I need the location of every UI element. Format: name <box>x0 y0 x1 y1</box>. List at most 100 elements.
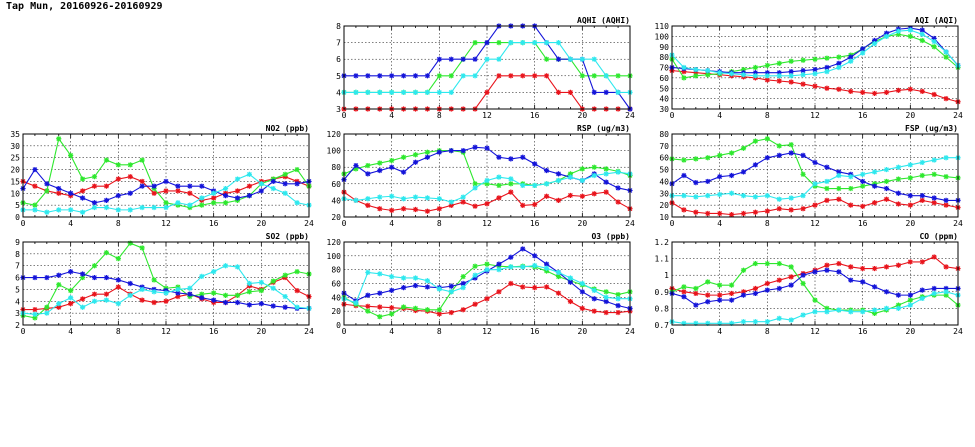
aqi-point-red <box>907 86 913 92</box>
o3-plot: 0 4 8 12 16 20 24 0 20 40 60 80 100 120 O3 (ppb) <box>327 232 635 336</box>
o3-point-blue <box>520 246 526 252</box>
o3-point-green <box>400 304 407 310</box>
aqi-point-cyan <box>931 38 937 45</box>
y-tick-label: 1.2 <box>655 238 670 247</box>
no2-point-green <box>103 157 110 163</box>
co-point-red <box>848 264 854 270</box>
no2-point-green <box>44 188 50 194</box>
x-tick-label: 12 <box>810 219 820 228</box>
y-tick-label: 6 <box>15 274 20 283</box>
rsp-point-red <box>484 201 490 207</box>
fsp-point-blue <box>919 193 925 199</box>
y-tick-label: 100 <box>655 32 670 41</box>
so2-point-cyan <box>175 286 181 293</box>
aqi-point-green <box>943 54 949 60</box>
fsp-point-red <box>800 206 806 212</box>
o3-point-cyan <box>520 264 526 270</box>
y-tick-label: 50 <box>659 166 669 175</box>
co-point-red <box>752 285 759 292</box>
rsp-point-blue <box>365 171 371 177</box>
fsp-point-cyan <box>836 172 842 179</box>
rsp-point-cyan <box>400 196 407 202</box>
x-tick-label: 16 <box>530 219 540 228</box>
co-point-cyan <box>800 312 806 318</box>
rsp-point-blue <box>532 161 538 167</box>
x-tick-label: 12 <box>482 327 492 336</box>
x-tick-label: 24 <box>625 219 635 228</box>
aqhi-point-red <box>496 73 502 79</box>
so2-point-green <box>91 263 98 269</box>
so2-point-red <box>68 301 74 307</box>
co-point-red <box>943 264 949 270</box>
no2-point-cyan <box>91 204 98 211</box>
x-tick-label: 0 <box>342 327 347 336</box>
no2-point-red <box>139 178 145 185</box>
aqi-point-cyan <box>860 50 866 56</box>
aqhi-point-cyan <box>520 40 526 46</box>
o3-point-cyan <box>377 271 383 277</box>
aqhi-point-green <box>579 73 585 79</box>
fsp-point-green <box>717 152 723 158</box>
o3-point-cyan <box>448 289 454 295</box>
co-point-red <box>788 274 794 280</box>
aqi-point-red <box>943 96 949 102</box>
co-point-cyan <box>895 305 902 311</box>
rsp-point-red <box>543 193 550 199</box>
o3-point-red <box>543 284 550 290</box>
fsp-point-blue <box>728 172 735 179</box>
aqhi-plot: 0 4 8 12 16 20 24 3 4 5 6 7 8 AQHI (AQHI) <box>336 16 635 120</box>
aqi-point-cyan <box>824 69 830 75</box>
co-point-red <box>681 289 687 295</box>
no2-point-red <box>32 183 38 189</box>
co-point-green <box>693 285 699 292</box>
no2-point-cyan <box>68 207 74 213</box>
aqi-point-green <box>824 55 830 61</box>
rsp-point-green <box>353 166 359 172</box>
fsp-point-red <box>752 209 759 215</box>
so2-point-blue <box>127 280 133 287</box>
so2-point-cyan <box>187 285 193 291</box>
plot-frame <box>343 133 631 218</box>
so2-point-green <box>79 274 86 281</box>
x-tick-label: 12 <box>161 219 171 228</box>
co-point-cyan <box>728 320 735 326</box>
rsp-point-blue <box>496 154 502 160</box>
y-tick-label: 5 <box>336 72 341 81</box>
fsp-point-red <box>764 208 770 214</box>
o3-point-blue <box>377 290 383 296</box>
y-tick-label: 80 <box>331 163 341 172</box>
fsp-point-blue <box>883 185 890 192</box>
co-point-blue <box>871 284 878 290</box>
o3-point-blue <box>508 254 514 260</box>
no2-point-blue <box>294 181 300 187</box>
aqhi-point-blue <box>365 73 371 79</box>
fsp-point-cyan <box>919 159 925 166</box>
y-tick-label: 60 <box>331 280 341 289</box>
so2-point-green <box>139 245 145 251</box>
x-tick-label: 16 <box>858 111 868 120</box>
so2-point-red <box>32 306 38 313</box>
so2-point-cyan <box>139 286 145 293</box>
co-point-blue <box>681 294 687 300</box>
aqi-point-blue <box>836 60 842 66</box>
aqi-point-red <box>848 88 854 94</box>
rsp-point-red <box>400 206 407 212</box>
fsp-point-blue <box>693 180 699 186</box>
x-tick-label: 16 <box>209 327 219 336</box>
no2-point-red <box>127 174 133 180</box>
rsp-point-green <box>496 182 502 189</box>
fsp-point-red <box>776 206 782 212</box>
aqi-point-red <box>919 88 925 94</box>
no2-point-green <box>79 176 86 182</box>
fsp-point-blue <box>740 169 747 175</box>
fsp-point-green <box>907 175 913 181</box>
fsp-point-red <box>919 197 925 203</box>
aqi-point-cyan <box>943 49 949 55</box>
aqi-point-blue <box>824 64 830 71</box>
co-point-blue <box>800 272 806 278</box>
fsp-point-blue <box>860 178 866 185</box>
x-tick-label: 8 <box>116 219 121 228</box>
co-point-red <box>764 280 770 287</box>
no2-point-green <box>139 157 145 163</box>
aqi-point-blue <box>812 66 818 73</box>
